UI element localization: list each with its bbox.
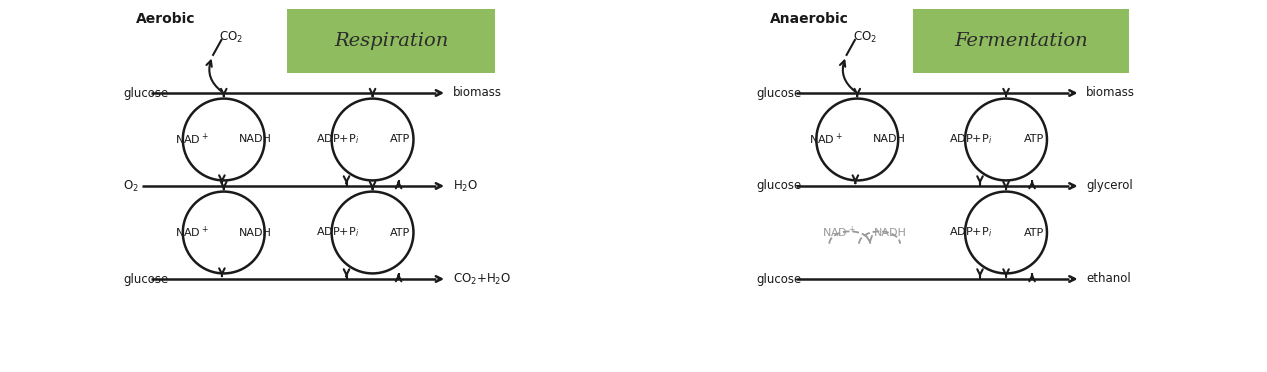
Text: Anaerobic: Anaerobic (770, 12, 849, 26)
Text: CO$_2$: CO$_2$ (853, 30, 877, 45)
Text: Respiration: Respiration (334, 32, 449, 50)
FancyBboxPatch shape (914, 9, 1129, 73)
Text: biomass: biomass (1086, 87, 1135, 99)
Text: NAD$^+$: NAD$^+$ (175, 132, 209, 147)
Text: glucose: glucose (123, 273, 169, 285)
Text: ADP+P$_i$: ADP+P$_i$ (315, 132, 359, 147)
Text: CO$_2$+H$_2$O: CO$_2$+H$_2$O (452, 272, 511, 286)
FancyBboxPatch shape (288, 9, 495, 73)
Text: glucose: glucose (756, 87, 802, 99)
Text: glycerol: glycerol (1086, 180, 1133, 192)
Text: NAD$^+$: NAD$^+$ (822, 225, 855, 240)
Text: biomass: biomass (452, 87, 502, 99)
Text: ADP+P$_i$: ADP+P$_i$ (949, 225, 992, 240)
Text: CO$_2$: CO$_2$ (219, 30, 243, 45)
Text: NAD$^+$: NAD$^+$ (175, 225, 209, 240)
Text: glucose: glucose (123, 87, 169, 99)
Text: Aerobic: Aerobic (137, 12, 196, 26)
Text: ATP: ATP (1024, 228, 1044, 237)
Text: ADP+P$_i$: ADP+P$_i$ (949, 132, 992, 147)
Text: NADH: NADH (873, 135, 906, 144)
Text: NADH: NADH (239, 135, 272, 144)
Text: NAD$^+$: NAD$^+$ (808, 132, 843, 147)
Text: glucose: glucose (756, 180, 802, 192)
Text: ethanol: ethanol (1086, 273, 1130, 285)
Text: glucose: glucose (756, 273, 802, 285)
Text: ATP: ATP (390, 135, 411, 144)
Text: ATP: ATP (1024, 135, 1044, 144)
Text: NADH: NADH (239, 228, 272, 237)
Text: Fermentation: Fermentation (954, 32, 1088, 50)
Text: O$_2$: O$_2$ (123, 179, 139, 193)
Text: NADH: NADH (874, 228, 907, 237)
Text: ATP: ATP (390, 228, 411, 237)
Text: ADP+P$_i$: ADP+P$_i$ (315, 225, 359, 240)
Text: H$_2$O: H$_2$O (452, 179, 478, 193)
